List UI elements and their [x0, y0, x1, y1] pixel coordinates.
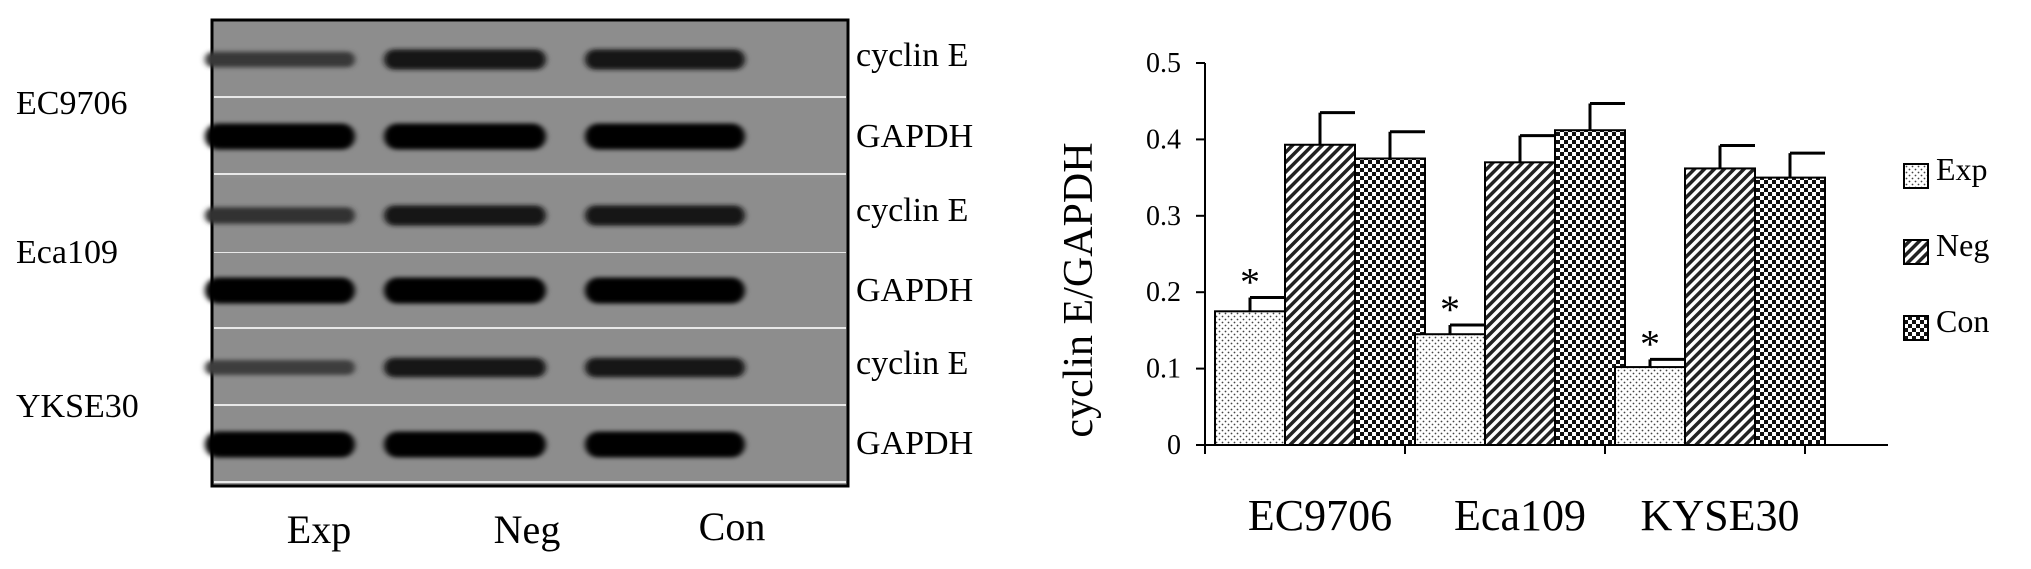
protein-label-cyclin-e: cyclin E [856, 192, 968, 229]
bar-exp-eca109 [1414, 333, 1486, 446]
bar-con-eca109 [1554, 129, 1626, 446]
band-gapdh-exp [205, 277, 355, 304]
bar-chart: cyclin E/GAPDH 0 0.1 0.2 0.3 0.4 0.5 * * * EC97… [1056, 48, 1989, 540]
band-gapdh-exp [205, 123, 355, 150]
western-blot-panel: EC9706 Eca109 YKSE30 cyclin E GAPDH cycl… [16, 18, 973, 552]
band-gapdh-con [585, 431, 745, 458]
lane-label-con: Con [699, 504, 766, 549]
legend: Exp Neg Con [1903, 151, 1989, 341]
legend-swatch-con [1903, 315, 1929, 341]
y-axis-label: cyclin E/GAPDH [1056, 142, 1102, 437]
x-category-label-kyse30: KYSE30 [1641, 491, 1800, 540]
significance-marker: * [1240, 260, 1260, 305]
y-tick-label: 0 [1167, 430, 1181, 461]
y-tick-label: 0.2 [1146, 277, 1181, 308]
band-gapdh-neg [384, 277, 546, 304]
bar-neg-eca109 [1484, 161, 1556, 446]
bar-neg-kyse30 [1684, 167, 1756, 446]
band-gapdh-con [585, 123, 745, 150]
cell-line-label-eca109: Eca109 [16, 234, 118, 271]
axes [1204, 63, 1888, 454]
band-gapdh-neg [384, 123, 546, 150]
protein-label-cyclin-e: cyclin E [856, 345, 968, 382]
protein-label-gapdh: GAPDH [856, 272, 973, 309]
protein-label-gapdh: GAPDH [856, 425, 973, 462]
band-gapdh-exp [205, 431, 355, 458]
band-cyclin-e-neg [384, 205, 546, 226]
band-cyclin-e-exp [205, 207, 355, 224]
protein-label-cyclin-e: cyclin E [856, 37, 968, 74]
bar-exp-kyse30 [1614, 366, 1686, 446]
significance-marker: * [1440, 287, 1460, 332]
band-cyclin-e-exp [205, 51, 355, 68]
legend-swatch-exp [1903, 163, 1929, 189]
band-cyclin-e-neg [384, 357, 546, 378]
band-cyclin-e-exp [205, 360, 355, 375]
protein-label-gapdh: GAPDH [856, 118, 973, 155]
cell-line-labels: EC9706 Eca109 YKSE30 [16, 85, 139, 425]
x-axis-labels: EC9706 Eca109 KYSE30 [1248, 491, 1800, 540]
x-category-label-ec9706: EC9706 [1248, 491, 1392, 540]
y-tick-label: 0.1 [1146, 354, 1181, 385]
blot-strips [214, 22, 846, 483]
lane-labels: Exp Neg Con [287, 504, 766, 552]
bar-exp-ec9706 [1214, 310, 1286, 446]
bars: * * * [1214, 101, 1826, 447]
protein-labels: cyclin E GAPDH cyclin E GAPDH cyclin E G… [856, 37, 973, 462]
legend-label-exp: Exp [1936, 151, 1988, 187]
legend-swatch-neg [1903, 239, 1929, 265]
cell-line-label-ec9706: EC9706 [16, 85, 127, 122]
band-cyclin-e-con [585, 357, 745, 378]
x-category-label-eca109: Eca109 [1454, 491, 1586, 540]
y-tick-label: 0.5 [1146, 48, 1181, 79]
blot-bands [205, 49, 745, 458]
lane-label-neg: Neg [494, 507, 561, 552]
bar-con-kyse30 [1754, 176, 1826, 446]
band-gapdh-neg [384, 431, 546, 458]
band-cyclin-e-con [585, 49, 745, 70]
y-tick-label: 0.3 [1146, 201, 1181, 232]
y-axis-ticks: 0 0.1 0.2 0.3 0.4 0.5 [1146, 48, 1205, 461]
legend-label-neg: Neg [1936, 227, 1989, 263]
y-tick-label: 0.4 [1146, 124, 1181, 155]
band-cyclin-e-con [585, 205, 745, 226]
bar-neg-ec9706 [1284, 143, 1356, 447]
legend-label-con: Con [1936, 303, 1989, 339]
band-gapdh-con [585, 277, 745, 304]
lane-label-exp: Exp [287, 507, 351, 552]
significance-marker: * [1640, 321, 1660, 366]
band-cyclin-e-neg [384, 49, 546, 70]
cell-line-label-ykse30: YKSE30 [16, 388, 139, 425]
